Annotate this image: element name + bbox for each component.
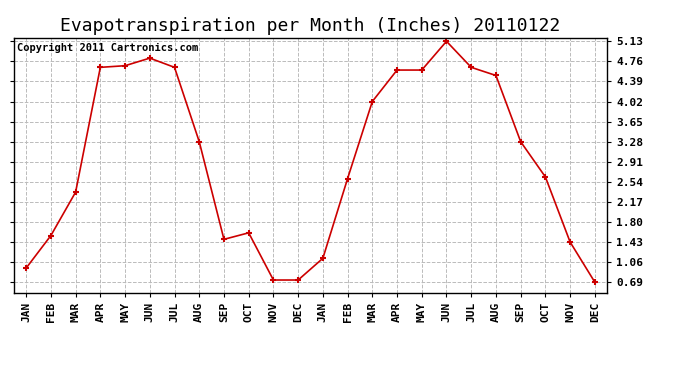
Title: Evapotranspiration per Month (Inches) 20110122: Evapotranspiration per Month (Inches) 20… (61, 16, 560, 34)
Text: Copyright 2011 Cartronics.com: Copyright 2011 Cartronics.com (17, 43, 198, 52)
